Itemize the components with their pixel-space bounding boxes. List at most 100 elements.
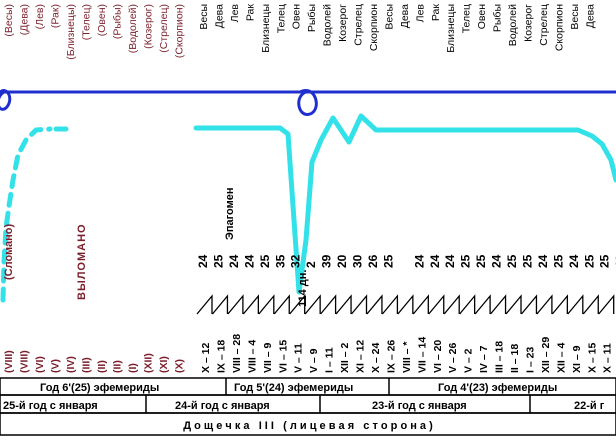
zigzag-mark [227,294,244,315]
year-22-jan-label: 22-й г [574,400,605,412]
zigzag-mark [412,294,429,315]
dates-row: X – 12 IX – 18 VIII – 28 VIII – 4 VII – 9 VI … [200,334,614,373]
zodiac-label: Водолей [507,4,519,46]
roman-bracketed-label: (XI) [158,356,170,373]
broken-left-label: (Сломано) [3,224,15,280]
day-count: 20 [335,254,349,268]
zodiac-label: Телец [461,4,473,33]
zigzag-mark [258,294,275,315]
zodiac-label: Весы [383,4,395,30]
date-label: XI – 12 [355,340,367,373]
date-label: VII – 14 [416,337,428,373]
day-count: 25 [598,254,612,268]
year-ephemeris-row: Год 6'(25) эфемериды Год 5'(24) эфемерид… [0,377,616,396]
zodiac-label: Рак [430,4,442,21]
zigzag-mark [598,294,615,315]
tablet-title: Д о щ е ч к а I I I ( л и ц е в а я с т … [183,420,433,432]
zigzag-mark [366,294,383,315]
zodiac-label: Скорпион [553,4,565,51]
roman-bracketed-label: (I) [127,363,139,373]
day-count: 32 [289,254,303,268]
epagomen-label: Эпагомен [224,188,236,241]
date-label: II – 18 [509,344,521,373]
zigzag-mark [242,294,259,315]
day-count: 26 [366,254,380,268]
zigzag-mark [335,294,352,315]
zodiac-bracketed-row: (Весы) (Дева) (Лев) (Рак) (Близнецы) (Телец)(… [3,4,186,60]
day-count: 24 [196,254,210,268]
day-count: 35 [273,254,287,268]
zodiac-label: Лев [414,4,426,23]
roman-bracketed-label: (X) [174,359,186,373]
zodiac-label: Весы [198,4,210,30]
roman-bracketed-label: (III) [81,357,93,373]
day-count: 24 [412,254,426,268]
zodiac-plain-row: Весы Дева Лев Рак Близнецы Телец Овен Рыбы Водол… [198,4,596,53]
day-count: 25 [582,254,596,268]
zigzag-mark [582,294,599,315]
day-count: 24 [227,254,241,268]
zodiac-bracketed-label: (Козерог) [143,4,155,49]
title-row: Д о щ е ч к а I I I ( л и ц е в а я с т … [0,412,616,436]
zodiac-label: Овен [291,4,303,29]
day-count: 40 [613,254,616,268]
day-count: 25 [551,254,565,268]
zodiac-label: Козерог [337,4,349,42]
date-label: VI – 20 [432,340,444,373]
date-label: V – 26 [447,342,459,373]
date-label: XII – 29 [540,337,552,373]
zigzag-mark [304,294,321,315]
date-label: VI – 15 [277,340,289,373]
broken-label: ВЫЛОМАНО [76,223,88,300]
year-24-jan-label: 24-й год с января [175,400,270,412]
roman-bracketed-label: (VI) [34,356,46,373]
zigzag-mark [397,294,414,315]
date-label: VIII – 4 [246,340,258,373]
date-label: X – 11 [602,343,614,373]
date-label: XI – 9 [571,345,583,373]
zodiac-bracketed-label: (Рыбы) [112,4,124,39]
zodiac-bracketed-label: (Водолей) [127,4,139,53]
zigzag-mark [381,294,399,315]
date-label: IX – 26 [385,340,397,373]
zigzag-mark [428,294,445,315]
roman-bracketed-label: (XII) [143,353,155,373]
zodiac-bracketed-label: (Овен) [96,4,108,36]
year-5-label: Год 5'(24) эфемериды [234,382,353,394]
date-label: III – 18 [494,341,506,373]
zodiac-bracketed-label: (Скорпион) [174,4,186,58]
date-label: I – 23 [524,347,536,373]
zodiac-label: Телец [275,4,287,33]
date-label: VIII – 28 [231,334,243,373]
date-label: V – 9 [308,348,320,373]
day-count: 24 [428,254,442,268]
zodiac-label: Стрелец [353,4,365,46]
zodiac-label: Скорпион [368,4,380,51]
blue-sun-line [0,89,616,116]
year-4-label: Год 4'(23) эфемериды [438,382,557,394]
date-label: I – 11 [324,347,336,373]
zigzag-mark [490,294,507,315]
zigzag-mark [196,294,213,315]
zigzag-mark [211,294,229,315]
day-count: 25 [211,254,225,268]
roman-bracketed-label: (II) [112,360,124,373]
day-counts-row: 24 25 24 24 25 35 32 2 39 20 30 26 25 24 24 24 25 25 24 25 2… [196,254,616,268]
zodiac-bracketed-label: (Рак) [50,4,62,28]
zodiac-bracketed-label: (Стрелец) [158,4,170,53]
zigzag-mark [459,294,476,315]
date-label: VII – 9 [262,342,274,373]
zodiac-label: Дева [584,4,596,28]
date-label: VIII – * [401,341,413,373]
zigzag-mark [536,294,553,315]
zigzag-mark [474,294,491,315]
january-year-row: 25-й год с января 24-й год с января 23-й… [0,394,616,414]
day-count: 24 [490,254,504,268]
day-count: 30 [351,254,365,268]
zodiac-label: Дева [399,4,411,28]
date-label: XII – 2 [339,342,351,373]
day-count: 24 [242,254,256,268]
roman-bracketed-label: (VIII) [3,350,15,373]
zodiac-bracketed-label: (Близнецы) [65,4,77,60]
roman-bracketed-row: (VIII) (VIII) (VI) (V) (IV) (III) (II) (II) (I)(… [3,350,186,373]
